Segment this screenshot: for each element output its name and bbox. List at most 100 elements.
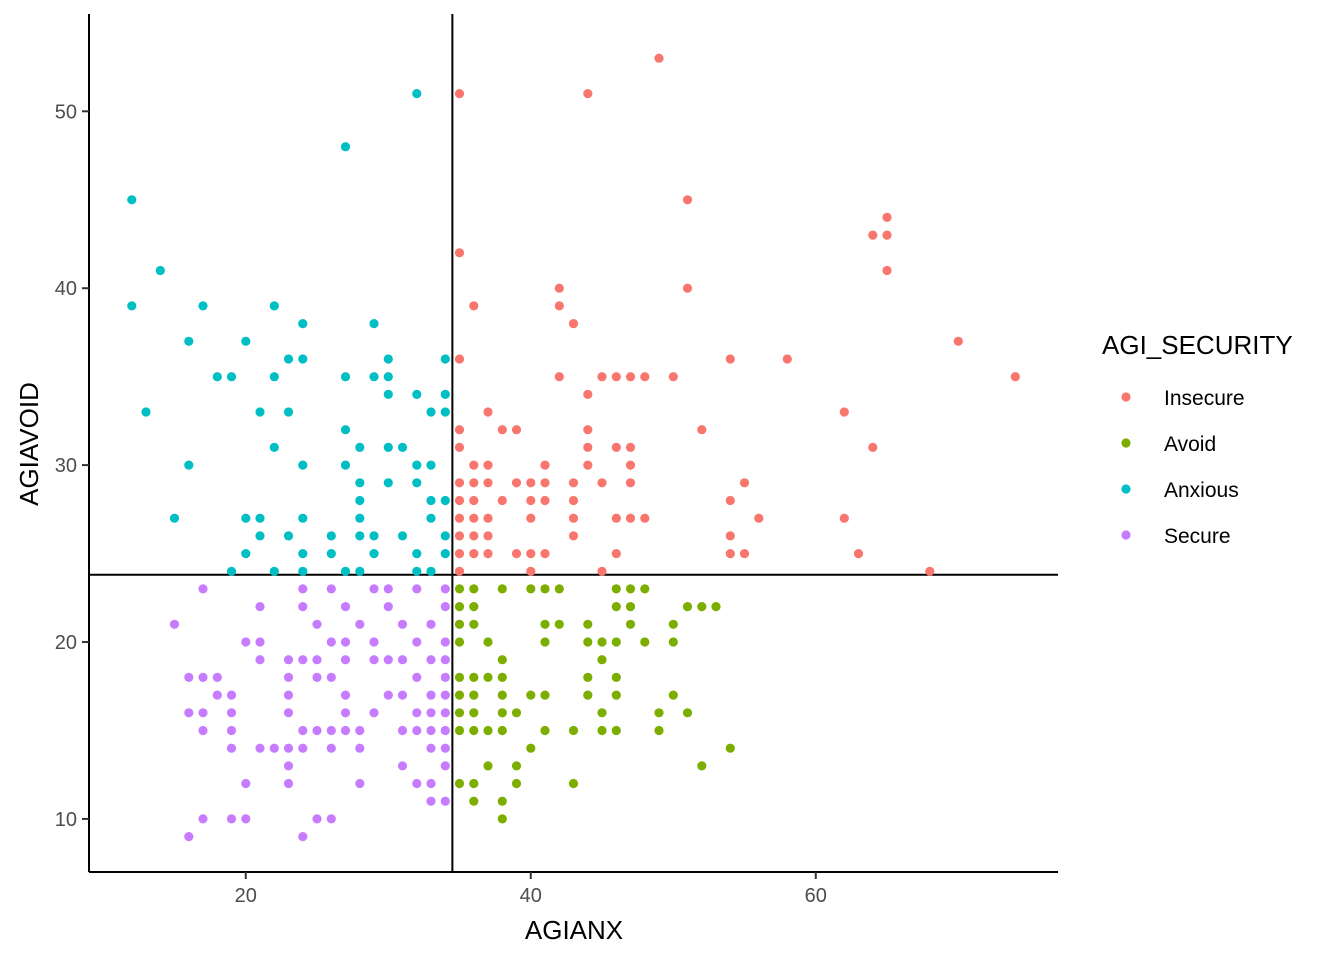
data-point (312, 672, 322, 683)
data-point (526, 495, 536, 506)
data-point (511, 761, 522, 771)
data-point (469, 460, 479, 470)
data-point (611, 584, 621, 594)
data-point (611, 690, 621, 700)
data-point (340, 708, 351, 718)
data-point (668, 619, 678, 629)
data-point (283, 743, 294, 753)
data-point (568, 531, 579, 541)
data-point (355, 442, 365, 452)
x-axis-title: AGIANX (525, 915, 623, 945)
data-point (497, 655, 507, 665)
data-point (198, 725, 208, 736)
data-point (497, 725, 507, 736)
data-point (426, 778, 436, 789)
data-point (583, 442, 593, 452)
data-point (454, 248, 465, 258)
data-point (554, 372, 564, 382)
data-point (597, 725, 607, 736)
data-point (454, 566, 465, 576)
data-point (611, 372, 621, 382)
data-point (312, 725, 322, 736)
data-point (269, 372, 279, 382)
data-point (526, 690, 536, 700)
data-point (298, 319, 308, 329)
data-point (241, 549, 251, 559)
data-point (497, 584, 507, 594)
data-point (540, 725, 550, 736)
data-point (440, 672, 450, 683)
data-point (454, 584, 465, 594)
data-point (469, 796, 479, 806)
data-point (412, 584, 422, 594)
data-point (868, 230, 878, 240)
data-point (497, 708, 507, 718)
data-point (255, 513, 265, 523)
data-point (540, 637, 550, 647)
data-point (255, 743, 265, 753)
data-point (127, 301, 137, 311)
data-point (269, 743, 279, 753)
data-point (169, 619, 180, 629)
data-point (583, 690, 593, 700)
y-tick-label: 10 (55, 809, 77, 831)
data-point (440, 354, 450, 364)
data-point (454, 495, 465, 506)
data-point (226, 708, 237, 718)
data-point (355, 478, 365, 488)
data-point (397, 655, 408, 665)
legend-key (1121, 392, 1131, 402)
data-point (298, 584, 308, 594)
legend-item-secure: Secure (1121, 525, 1231, 548)
data-point (882, 230, 892, 240)
data-point (397, 619, 408, 629)
data-point (355, 619, 365, 629)
data-point (568, 725, 579, 736)
data-point (469, 495, 479, 506)
data-point (583, 425, 593, 435)
legend: AGI_SECURITY Insecure Avoid Anxious Secure (1102, 330, 1293, 548)
y-tick-label: 40 (55, 278, 77, 300)
legend-label: Avoid (1164, 433, 1216, 456)
data-point (597, 637, 607, 647)
data-point (326, 584, 336, 594)
data-point (597, 655, 607, 665)
data-point (540, 460, 550, 470)
data-point (668, 372, 678, 382)
data-point (312, 814, 322, 824)
data-point (739, 549, 750, 559)
data-point (340, 142, 351, 152)
data-point (397, 442, 408, 452)
data-point (397, 725, 408, 736)
data-point (426, 655, 436, 665)
data-point (483, 460, 493, 470)
data-point (426, 708, 436, 718)
data-point (497, 814, 507, 824)
data-point (340, 637, 351, 647)
data-point (497, 690, 507, 700)
data-point (782, 354, 792, 364)
data-point (283, 407, 294, 417)
data-point (226, 372, 237, 382)
data-point (241, 778, 251, 789)
data-point (283, 531, 294, 541)
data-point (640, 584, 650, 594)
data-point (526, 478, 536, 488)
data-point (739, 478, 750, 488)
data-point (454, 354, 465, 364)
data-point (283, 672, 294, 683)
data-point (326, 672, 336, 683)
data-point (682, 283, 693, 293)
data-point (298, 354, 308, 364)
data-point (326, 814, 336, 824)
data-point (625, 619, 636, 629)
data-point (184, 460, 194, 470)
data-point (412, 566, 422, 576)
data-point (440, 637, 450, 647)
data-point (668, 690, 678, 700)
data-point (369, 372, 379, 382)
legend-item-avoid: Avoid (1121, 433, 1216, 456)
data-point (283, 655, 294, 665)
series-anxious (127, 89, 450, 576)
data-point (340, 690, 351, 700)
